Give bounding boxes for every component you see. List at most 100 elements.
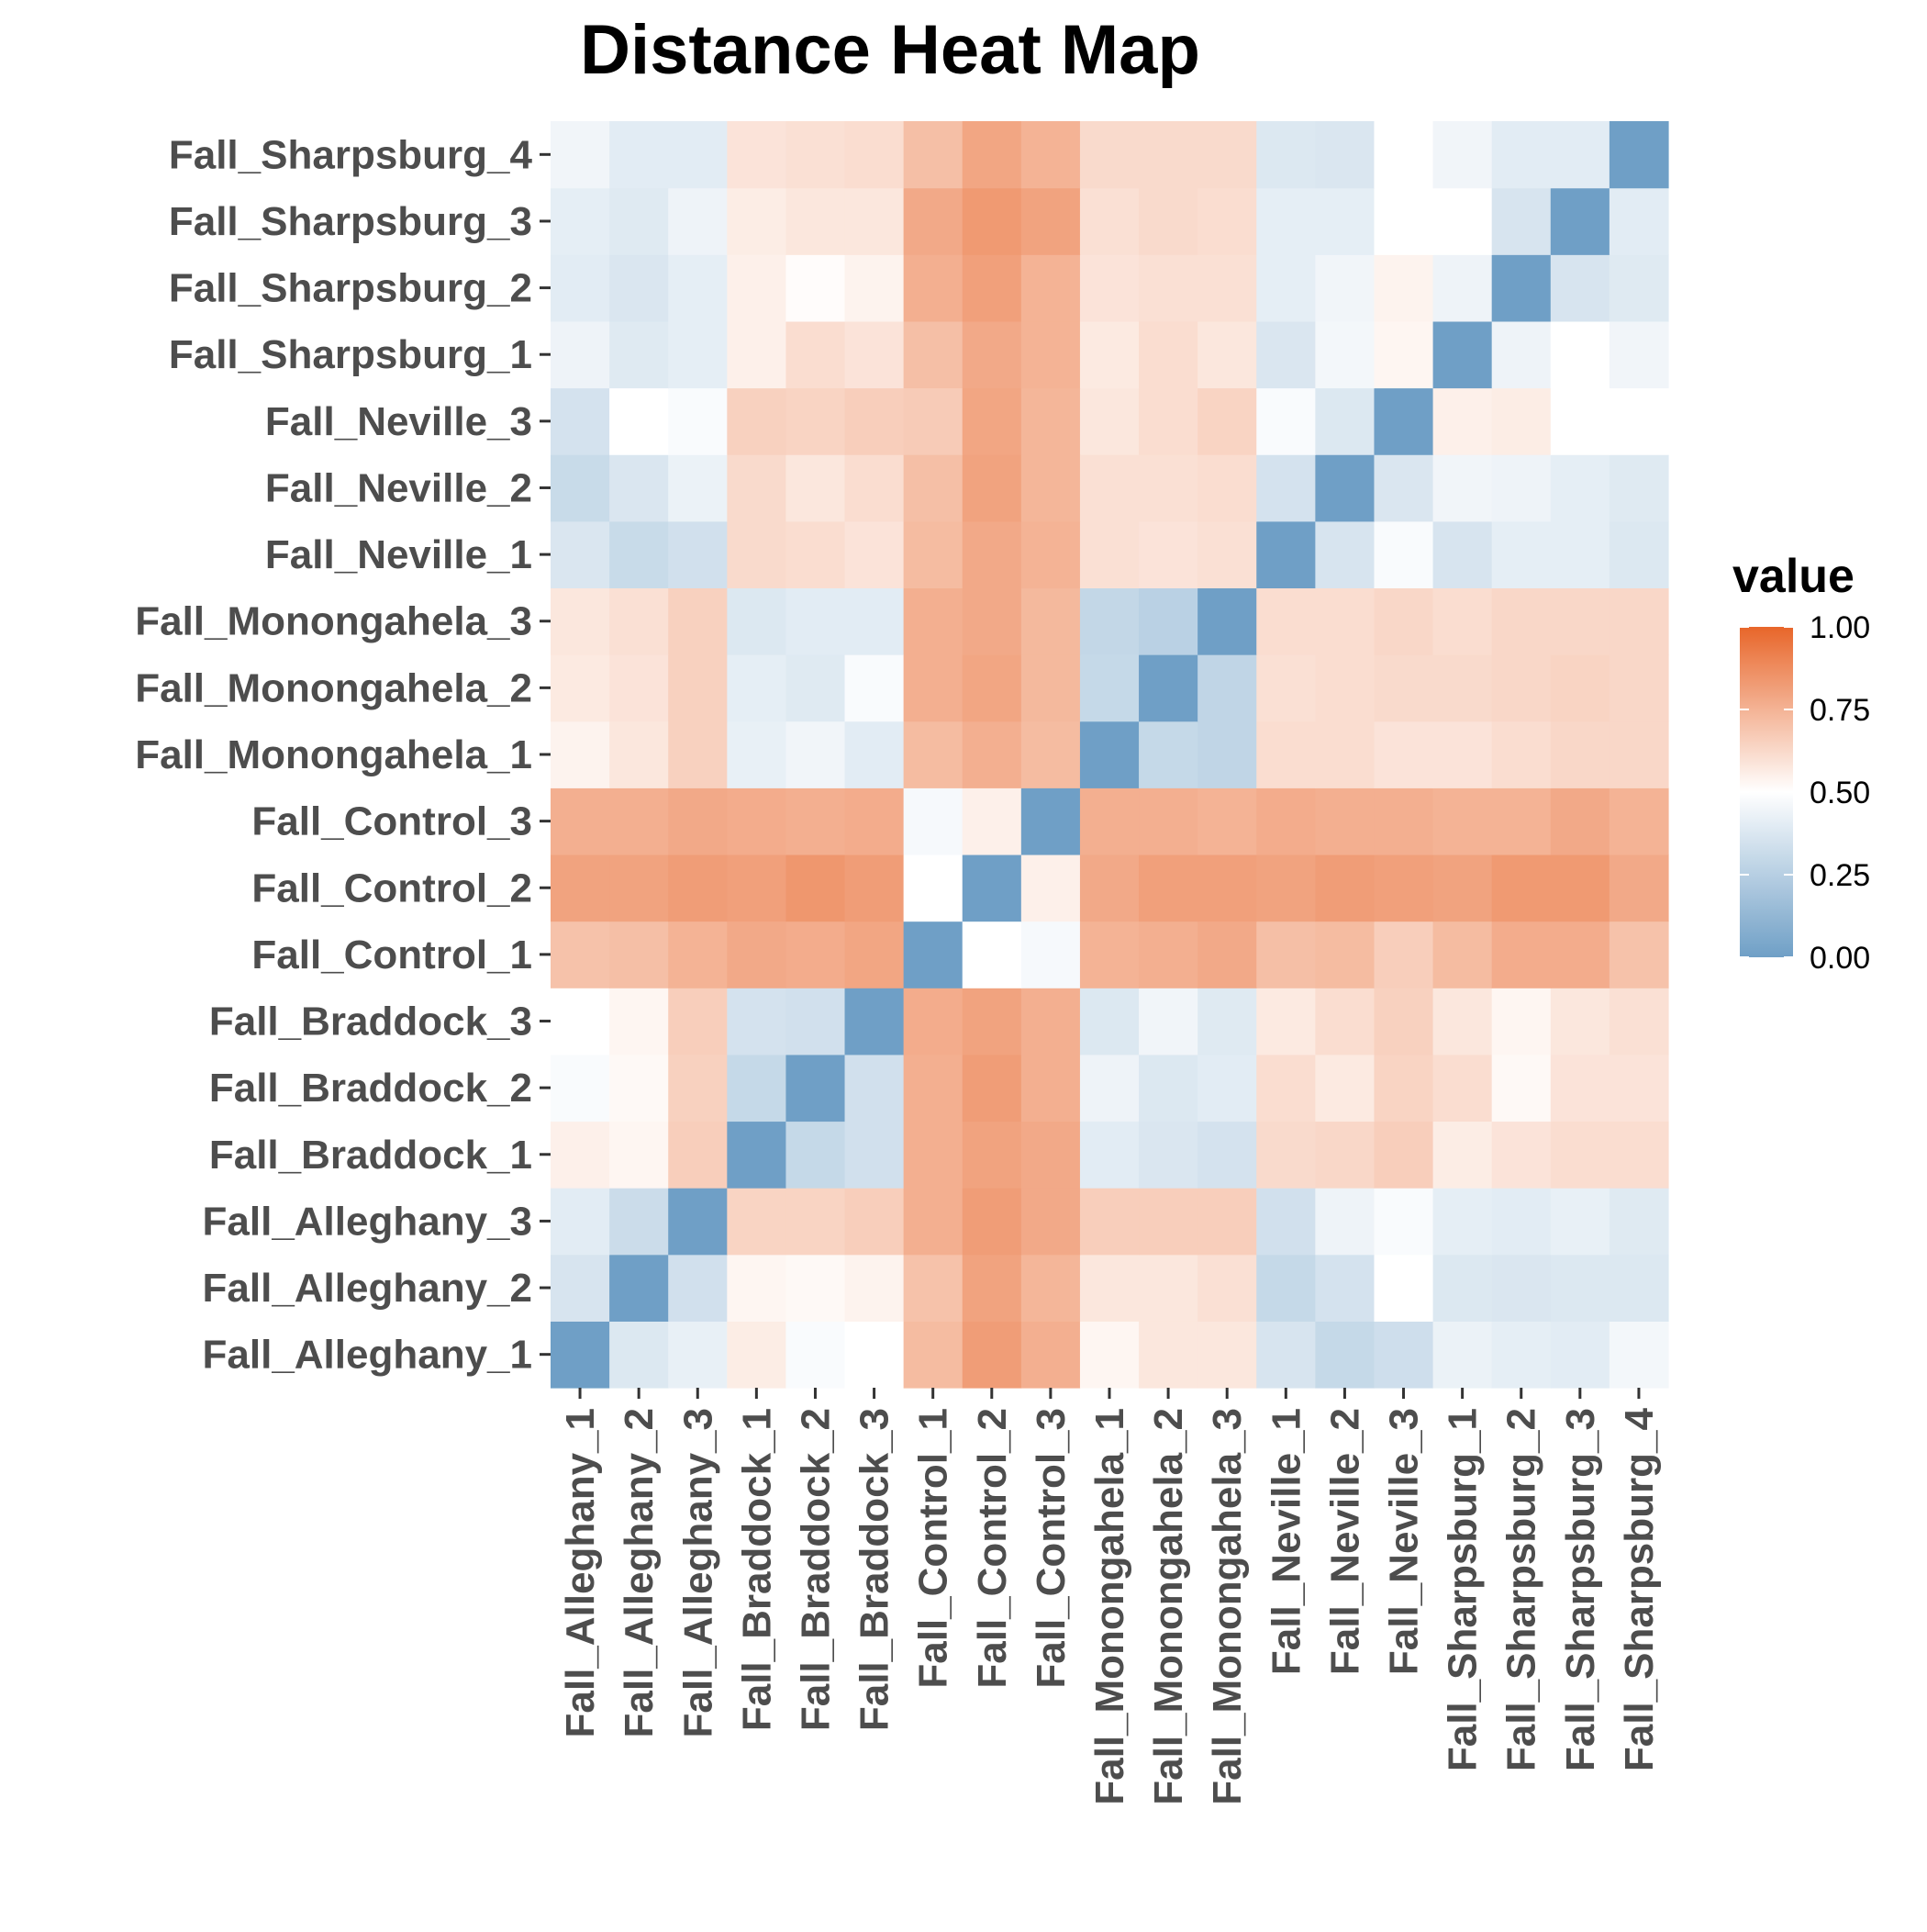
heatmap-cell bbox=[1550, 720, 1610, 788]
y-tick-label: Fall_Alleghany_3 bbox=[203, 1199, 532, 1244]
heatmap-cell bbox=[1256, 1254, 1316, 1322]
heatmap-cell bbox=[1197, 654, 1257, 722]
heatmap-cell bbox=[1197, 254, 1257, 322]
heatmap-cell bbox=[903, 854, 964, 922]
x-tick-label: Fall_Neville_3 bbox=[1382, 1408, 1427, 1675]
heatmap-cell bbox=[1256, 187, 1316, 255]
heatmap-cell bbox=[1256, 387, 1316, 455]
heatmap-cell bbox=[785, 654, 846, 722]
heatmap-cell bbox=[1197, 854, 1257, 922]
heatmap-cell bbox=[1139, 454, 1198, 522]
heatmap-cell bbox=[962, 921, 1022, 988]
heatmap-cell bbox=[727, 988, 787, 1055]
heatmap-cell bbox=[1256, 1188, 1316, 1256]
heatmap-cell bbox=[668, 254, 728, 322]
heatmap-cell bbox=[785, 787, 846, 855]
heatmap-cell bbox=[609, 1121, 669, 1189]
y-tick-label: Fall_Neville_1 bbox=[265, 532, 532, 577]
heatmap-cell bbox=[668, 988, 728, 1055]
heatmap-cell bbox=[1432, 787, 1493, 855]
heatmap-cell bbox=[903, 454, 964, 522]
heatmap-cell bbox=[609, 187, 669, 255]
heatmap-cell bbox=[1079, 654, 1140, 722]
y-tick-label: Fall_Monongahela_1 bbox=[135, 732, 532, 777]
heatmap-cell bbox=[1139, 320, 1198, 389]
heatmap-cell bbox=[1550, 387, 1610, 455]
heatmap-cell bbox=[1432, 921, 1493, 988]
heatmap-cell bbox=[668, 720, 728, 788]
heatmap-cell bbox=[1315, 787, 1376, 855]
heatmap-cell bbox=[1491, 254, 1552, 322]
legend: value 1.00 0.75 0.50 0.25 0.00 bbox=[1732, 550, 1870, 976]
heatmap-cell bbox=[551, 1121, 610, 1189]
heatmap-cell bbox=[551, 654, 610, 722]
heatmap-cell bbox=[962, 1121, 1022, 1189]
heatmap-cell bbox=[1197, 720, 1257, 788]
heatmap-cell bbox=[1491, 121, 1552, 189]
heatmap-cell bbox=[609, 1254, 669, 1322]
heatmap-cell bbox=[1020, 854, 1081, 922]
heatmap-cell bbox=[1550, 454, 1610, 522]
heatmap-cell bbox=[1609, 187, 1669, 255]
heatmap-cell bbox=[1020, 121, 1081, 189]
heatmap-cell bbox=[785, 587, 846, 655]
heatmap-cell bbox=[668, 520, 728, 589]
heatmap-cell bbox=[727, 854, 787, 922]
heatmap-cell bbox=[1491, 1121, 1552, 1189]
heatmap-cell bbox=[1374, 320, 1434, 389]
heatmap-cell bbox=[903, 1054, 964, 1122]
heatmap-cell bbox=[1491, 1321, 1552, 1389]
heatmap-cell bbox=[1197, 1321, 1257, 1389]
heatmap-cell bbox=[1609, 254, 1669, 322]
legend-title: value bbox=[1732, 550, 1855, 603]
heatmap-cell bbox=[1315, 187, 1376, 255]
heatmap-cell bbox=[1315, 320, 1376, 389]
heatmap-cell bbox=[844, 587, 905, 655]
heatmap-cell bbox=[1020, 187, 1081, 255]
heatmap-cell bbox=[1609, 1121, 1669, 1189]
heatmap-cell bbox=[1197, 320, 1257, 389]
heatmap-cell bbox=[668, 1254, 728, 1322]
heatmap-cell bbox=[609, 520, 669, 589]
heatmap-cell bbox=[1491, 1254, 1552, 1322]
x-tick-label: Fall_Monongahela_1 bbox=[1087, 1408, 1132, 1805]
heatmap-cell bbox=[844, 654, 905, 722]
heatmap-cell bbox=[1432, 1054, 1493, 1122]
heatmap-cell bbox=[1550, 1054, 1610, 1122]
heatmap-cell bbox=[1139, 1254, 1198, 1322]
heatmap-cell bbox=[1550, 254, 1610, 322]
heatmap-cell bbox=[1256, 1121, 1316, 1189]
heatmap-cell bbox=[1020, 654, 1081, 722]
heatmap-cell bbox=[609, 988, 669, 1055]
heatmap-cell bbox=[1550, 921, 1610, 988]
heatmap-cell bbox=[1609, 1254, 1669, 1322]
heatmap-cell bbox=[1020, 988, 1081, 1055]
heatmap-cell bbox=[1550, 854, 1610, 922]
heatmap-cell bbox=[1491, 654, 1552, 722]
heatmap-cell bbox=[1550, 1254, 1610, 1322]
heatmap-cell bbox=[551, 187, 610, 255]
heatmap-cell bbox=[1079, 1254, 1140, 1322]
x-tick-label: Fall_Control_3 bbox=[1029, 1408, 1074, 1689]
heatmap-cell bbox=[609, 787, 669, 855]
heatmap-cell bbox=[844, 520, 905, 589]
heatmap-cell bbox=[1197, 387, 1257, 455]
heatmap-cell bbox=[844, 121, 905, 189]
heatmap-cell bbox=[962, 1321, 1022, 1389]
heatmap-cell bbox=[1315, 587, 1376, 655]
heatmap-cell bbox=[609, 254, 669, 322]
heatmap-cell bbox=[1315, 121, 1376, 189]
heatmap-cell bbox=[785, 1254, 846, 1322]
heatmap-cell bbox=[1256, 454, 1316, 522]
y-tick-label: Fall_Sharpsburg_2 bbox=[169, 266, 532, 311]
heatmap-cell bbox=[1079, 320, 1140, 389]
heatmap-cell bbox=[1374, 1121, 1434, 1189]
heatmap-cell bbox=[844, 387, 905, 455]
x-tick-label: Fall_Braddock_1 bbox=[734, 1408, 779, 1731]
heatmap-cell bbox=[1432, 454, 1493, 522]
x-tick-label: Fall_Sharpsburg_3 bbox=[1558, 1408, 1603, 1771]
heatmap-cell bbox=[1491, 921, 1552, 988]
heatmap-cell bbox=[668, 654, 728, 722]
heatmap-cell bbox=[1139, 654, 1198, 722]
